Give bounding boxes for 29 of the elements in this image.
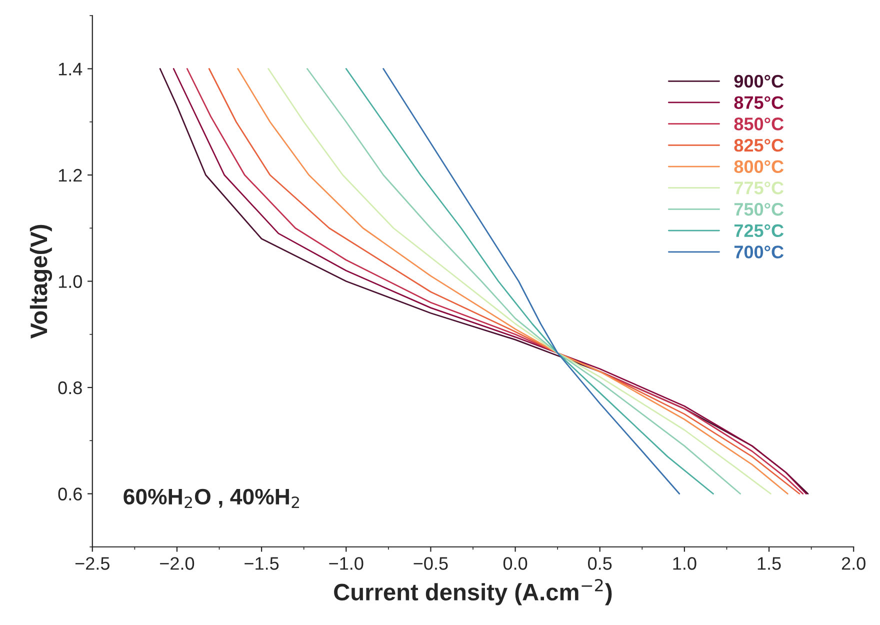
- x-tick-label: 0.0: [503, 557, 528, 570]
- x-tick-label: −1.0: [329, 557, 364, 570]
- x-tick-label: −0.5: [414, 557, 448, 570]
- y-tick-label: 1.2: [58, 168, 82, 182]
- legend-label: 700°C: [734, 246, 784, 258]
- legend-label: 850°C: [734, 118, 784, 130]
- y-tick-label: 0.6: [58, 488, 82, 500]
- x-tick-label: 0.5: [588, 557, 612, 570]
- legend-label: 900°C: [734, 74, 784, 88]
- x-tick-label: −2.0: [160, 557, 194, 570]
- legend-label: 825°C: [734, 138, 784, 152]
- x-axis-title: Current density (A.cm$^{−2}$): [334, 578, 612, 606]
- legend-label: 725°C: [734, 224, 784, 238]
- y-tick-label: 1.0: [58, 275, 82, 288]
- x-tick-label: 1.0: [673, 557, 696, 570]
- legend-label: 800°C: [734, 160, 784, 174]
- x-tick-label: −1.5: [244, 557, 279, 570]
- x-tick-label: 2.0: [842, 557, 866, 570]
- y-tick-label: 1.4: [58, 62, 82, 76]
- annotation: 60%H$_{2}$O , 40%H$_{2}$: [124, 488, 299, 508]
- legend-label: 750°C: [734, 202, 784, 216]
- line-series: [345, 68, 714, 494]
- y-axis-title: Voltage(V): [30, 224, 52, 339]
- y-tick-label: 0.8: [58, 381, 82, 394]
- legend-label: 775°C: [734, 182, 784, 194]
- x-tick-label: −2.5: [75, 557, 110, 570]
- x-tick-label: 1.5: [758, 557, 781, 570]
- line-series: [382, 68, 680, 494]
- legend-label: 875°C: [734, 96, 784, 109]
